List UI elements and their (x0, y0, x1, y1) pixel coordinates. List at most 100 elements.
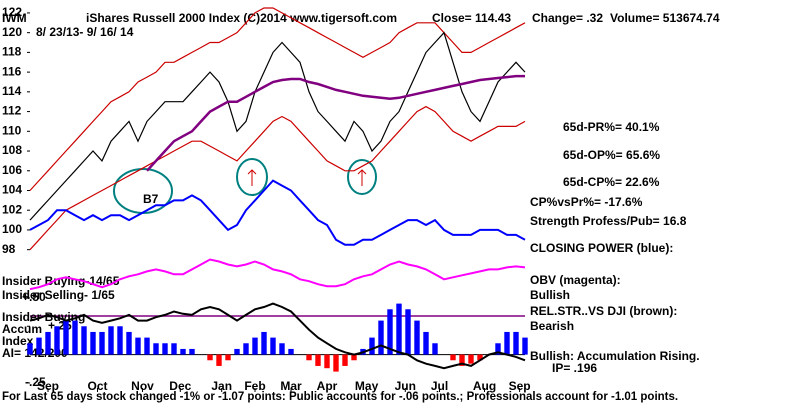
bar (243, 343, 249, 355)
series-line (29, 105, 526, 251)
bar (81, 326, 87, 355)
date-range: 8/ 23/13- 9/ 16/ 14 (36, 25, 134, 39)
y-tick-label: 116 (2, 64, 22, 78)
x-tick-label: Jan (211, 379, 232, 393)
y-tick-label: 112 (2, 104, 22, 118)
bar (252, 337, 258, 355)
series-label: REL.STR..VS DJI (brown): (530, 304, 677, 318)
x-tick-label: Feb (244, 379, 265, 393)
bar (513, 331, 519, 355)
y-tick-label: 114 (2, 84, 22, 98)
change: Change= .32 (532, 11, 603, 25)
series-line (29, 31, 526, 221)
bar (324, 354, 330, 369)
bar (45, 331, 51, 355)
bar (333, 354, 339, 372)
x-tick-label: Aug (473, 379, 496, 393)
bar (207, 354, 213, 361)
y-tick-label: 104 (2, 183, 22, 197)
series-label: OBV (magenta): (530, 273, 621, 287)
bar (153, 343, 159, 355)
bar (432, 343, 438, 355)
series-line (29, 302, 526, 370)
x-tick-label: Dec (169, 379, 191, 393)
bar (378, 320, 384, 355)
bar (234, 348, 240, 355)
series-line (29, 258, 526, 291)
y-tick-label: 118 (2, 45, 22, 59)
bar (108, 326, 114, 355)
bar (522, 337, 528, 355)
bar (495, 343, 501, 355)
annotation: 65d-CP%= 22.6% (563, 175, 660, 189)
bar (216, 354, 222, 366)
annotation: Index (2, 334, 34, 348)
bar (90, 331, 96, 355)
annotation: Accum (2, 322, 42, 336)
x-tick-label: Nov (131, 379, 154, 393)
annotation: 65d-PR%= 40.1% (563, 120, 660, 134)
bar (351, 354, 357, 361)
x-tick-label: Sep (37, 379, 59, 393)
annotation: Insider Buying-14/65 (2, 274, 120, 288)
bar (261, 331, 267, 355)
bar (342, 354, 348, 366)
x-tick-label: Oct (87, 379, 107, 393)
y-tick-label: 98 (2, 242, 16, 256)
annotation: Strength Profess/Pub= 16.8 (530, 214, 687, 228)
bar (369, 337, 375, 355)
symbol: IWM (2, 11, 27, 25)
y-tick-label: 108 (2, 143, 22, 157)
bar (63, 320, 69, 355)
bar (279, 343, 285, 355)
annotation: CP%vsPr%= -17.6% (530, 195, 643, 209)
bar (126, 331, 132, 355)
y-tick-label: 100 (2, 222, 22, 236)
y-tick-label: 120 (2, 25, 22, 39)
bar (468, 354, 474, 364)
bar (162, 343, 168, 355)
bar (315, 354, 321, 366)
series-label: CLOSING POWER (blue): (530, 241, 673, 255)
bar (144, 337, 150, 355)
annotation: AI= 142/200 (2, 346, 68, 360)
arrow (247, 169, 257, 186)
x-tick-label: Jul (431, 379, 448, 393)
annotation: Insider Selling- 1/65 (2, 288, 115, 302)
highlight-circle (236, 158, 268, 196)
footer: For Last 65 days stock changed -1% or -1… (2, 391, 678, 403)
y-tick-label: -.25 (25, 375, 46, 389)
y-tick-label: 106 (2, 163, 22, 177)
annotation: Bearish (530, 319, 574, 333)
bar (423, 331, 429, 355)
arrow (357, 169, 367, 186)
bar (414, 320, 420, 355)
annotation: B7 (143, 192, 159, 206)
x-tick-label: Sep (509, 379, 531, 393)
annotation: IP= .196 (552, 361, 597, 375)
bar (135, 337, 141, 355)
bar (36, 337, 42, 355)
bar (225, 354, 231, 361)
bar (117, 326, 123, 355)
series-line (29, 7, 526, 191)
annotation: 65d-OP%= 65.6% (563, 148, 660, 162)
bar (306, 354, 312, 361)
annotation: Bullish (530, 288, 570, 302)
series-line (146, 74, 525, 172)
bar (387, 309, 393, 355)
y-tick-label: 122 (2, 5, 22, 19)
bar (171, 343, 177, 355)
x-tick-label: Mar (280, 379, 302, 393)
bar (99, 331, 105, 355)
x-tick-label: May (355, 379, 379, 393)
bar (477, 354, 483, 361)
y-tick-label: 102 (2, 202, 22, 216)
bar (270, 337, 276, 355)
bar (504, 331, 510, 355)
highlight-circle (347, 159, 377, 195)
bar (405, 309, 411, 355)
x-tick-label: Apr (317, 379, 338, 393)
close: Close= 114.43 (432, 11, 511, 25)
